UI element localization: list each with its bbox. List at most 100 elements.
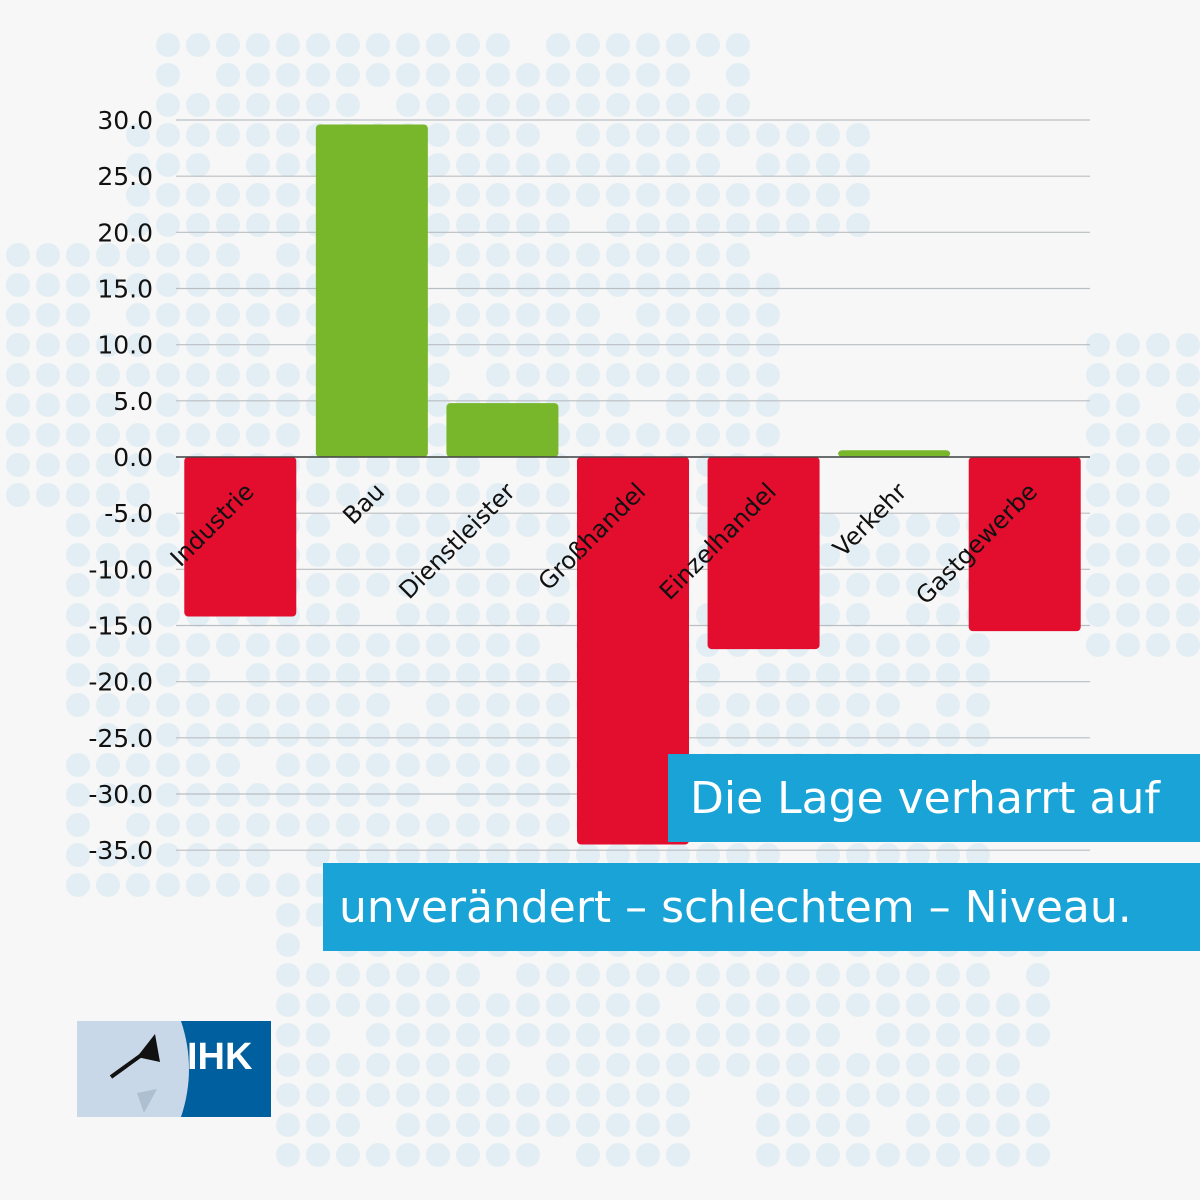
background-dot [246, 663, 270, 687]
background-dot [306, 573, 330, 597]
background-dot [66, 513, 90, 537]
background-dot [486, 753, 510, 777]
background-dot [666, 1143, 690, 1167]
background-dot [306, 603, 330, 627]
background-dot [876, 1023, 900, 1047]
background-dot [66, 753, 90, 777]
background-dot [1086, 393, 1110, 417]
background-dot [756, 183, 780, 207]
background-dot [6, 363, 30, 387]
background-dot [546, 243, 570, 267]
background-dot [546, 693, 570, 717]
background-dot [696, 723, 720, 747]
y-tick-label: 15.0 [97, 275, 153, 304]
background-dot [606, 213, 630, 237]
background-dot [636, 153, 660, 177]
background-dot [846, 603, 870, 627]
background-dot [156, 33, 180, 57]
background-dot [936, 843, 960, 867]
background-dot [126, 573, 150, 597]
background-dot [1116, 363, 1140, 387]
background-dot [516, 663, 540, 687]
background-dot [276, 813, 300, 837]
background-dot [216, 723, 240, 747]
background-dot [456, 603, 480, 627]
background-dot [336, 633, 360, 657]
background-dot [546, 453, 570, 477]
background-dot [1146, 543, 1170, 567]
background-dot [156, 573, 180, 597]
background-dot [786, 993, 810, 1017]
background-dot [516, 1143, 540, 1167]
background-dot [456, 483, 480, 507]
background-dot [216, 213, 240, 237]
background-dot [756, 1023, 780, 1047]
background-dot [606, 993, 630, 1017]
background-dot [486, 663, 510, 687]
background-dot [186, 33, 210, 57]
background-dot [666, 303, 690, 327]
background-dot [336, 573, 360, 597]
background-dot [186, 843, 210, 867]
background-dot [276, 153, 300, 177]
background-dot [666, 1023, 690, 1047]
background-dot [396, 33, 420, 57]
background-dot [126, 273, 150, 297]
background-dot [1116, 423, 1140, 447]
background-dot [426, 1143, 450, 1167]
background-dot [1176, 363, 1200, 387]
background-dot [486, 183, 510, 207]
background-dot [636, 1083, 660, 1107]
background-dot [516, 63, 540, 87]
background-dot [486, 33, 510, 57]
background-dot [126, 183, 150, 207]
background-dot [336, 993, 360, 1017]
background-dot [576, 303, 600, 327]
background-dot [156, 633, 180, 657]
background-dot [846, 1083, 870, 1107]
background-dot [156, 513, 180, 537]
bar-industrie [184, 457, 297, 617]
background-dot [636, 273, 660, 297]
background-dot [756, 303, 780, 327]
background-dot [756, 273, 780, 297]
y-tick-label: -5.0 [104, 499, 153, 528]
background-dot [396, 993, 420, 1017]
background-dot [1146, 513, 1170, 537]
background-dot [816, 963, 840, 987]
background-dot [486, 483, 510, 507]
background-dot [396, 63, 420, 87]
background-dot [636, 303, 660, 327]
background-dot [666, 183, 690, 207]
background-dot [1146, 633, 1170, 657]
background-dot [726, 393, 750, 417]
background-dot [726, 273, 750, 297]
background-dot [786, 183, 810, 207]
background-dot [456, 243, 480, 267]
background-dot [456, 1023, 480, 1047]
background-dot [546, 183, 570, 207]
background-dot [546, 63, 570, 87]
background-dot [966, 963, 990, 987]
background-dot [276, 933, 300, 957]
background-dot [36, 423, 60, 447]
background-dot [456, 63, 480, 87]
background-dot [96, 243, 120, 267]
background-dot [186, 753, 210, 777]
background-dot [876, 513, 900, 537]
background-dot [816, 723, 840, 747]
background-dot [546, 1023, 570, 1047]
background-dot [456, 1113, 480, 1137]
background-dot [486, 843, 510, 867]
background-dot [906, 543, 930, 567]
background-dot [516, 213, 540, 237]
background-dot [186, 693, 210, 717]
y-tick-label: -15.0 [88, 612, 153, 641]
background-dot [96, 753, 120, 777]
background-dot [846, 213, 870, 237]
background-dot [786, 1053, 810, 1077]
background-dot [846, 1053, 870, 1077]
bar-bau [315, 124, 428, 457]
background-dot [936, 1083, 960, 1107]
y-tick-label: 25.0 [97, 162, 153, 191]
